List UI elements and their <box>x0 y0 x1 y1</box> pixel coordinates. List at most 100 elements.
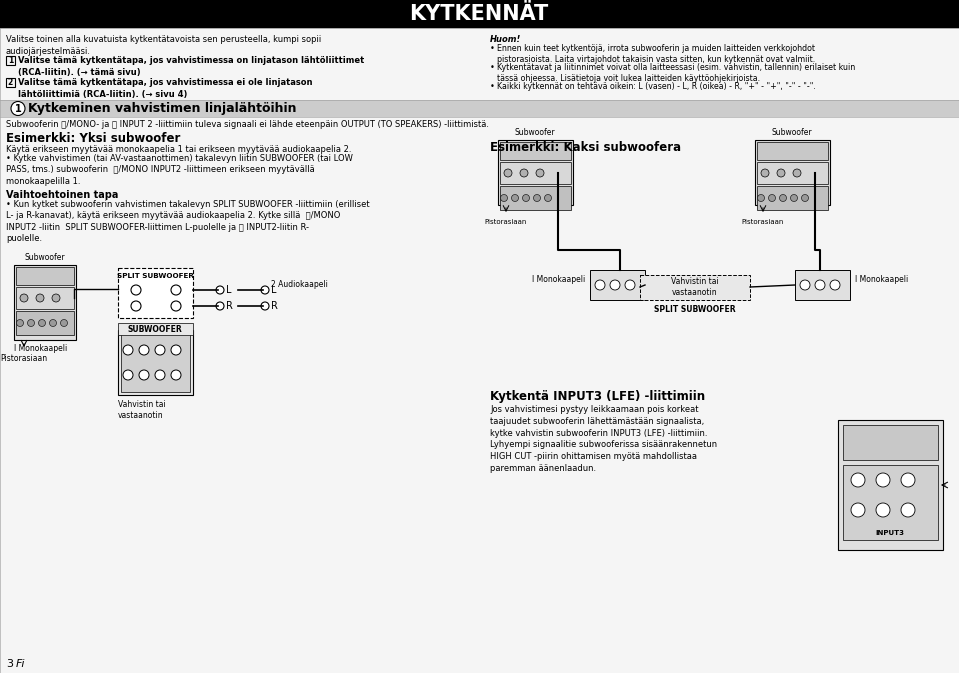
Text: Subwooferin Ⓛ/MONO- ja Ⓡ INPUT 2 -liittimiin tuleva signaali ei lähde eteenpäin : Subwooferin Ⓛ/MONO- ja Ⓡ INPUT 2 -liitti… <box>6 120 489 129</box>
Bar <box>843 465 938 540</box>
Text: L: L <box>271 285 276 295</box>
Circle shape <box>802 194 808 201</box>
Circle shape <box>155 370 165 380</box>
Text: Valitse toinen alla kuvatuista kytkentätavoista sen perusteella, kumpi sopii
aud: Valitse toinen alla kuvatuista kytkentät… <box>6 35 321 56</box>
Circle shape <box>610 280 620 290</box>
Text: 1: 1 <box>14 104 21 114</box>
Circle shape <box>131 285 141 295</box>
Circle shape <box>52 294 60 302</box>
Text: Subwoofer: Subwoofer <box>772 128 812 137</box>
Text: Fi: Fi <box>16 659 26 669</box>
Bar <box>16 311 74 335</box>
Circle shape <box>790 194 798 201</box>
Bar <box>640 275 750 300</box>
Circle shape <box>171 370 181 380</box>
Circle shape <box>504 169 512 177</box>
Circle shape <box>50 320 57 326</box>
Text: •: • <box>490 63 495 72</box>
Circle shape <box>139 345 149 355</box>
Circle shape <box>901 503 915 517</box>
Bar <box>795 270 850 300</box>
Circle shape <box>536 169 544 177</box>
Bar <box>118 330 193 395</box>
Text: R: R <box>226 301 233 311</box>
Text: 2 Audiokaapeli: 2 Audiokaapeli <box>271 280 328 289</box>
Bar <box>6 56 15 65</box>
Circle shape <box>793 169 801 177</box>
Text: 2: 2 <box>8 78 13 87</box>
Text: Valitse tämä kytkentätapa, jos vahvistimessa ei ole linjatason
lähtöliittimiä (R: Valitse tämä kytkentätapa, jos vahvistim… <box>18 78 313 99</box>
Bar <box>498 140 573 205</box>
Text: Ennen kuin teet kytkentöjä, irrota subwooferin ja muiden laitteiden verkkojohdot: Ennen kuin teet kytkentöjä, irrota subwo… <box>497 44 815 65</box>
Circle shape <box>171 301 181 311</box>
Text: 1: 1 <box>8 56 13 65</box>
Text: SPLIT SUBWOOFER: SPLIT SUBWOOFER <box>117 273 194 279</box>
Text: SPLIT SUBWOOFER: SPLIT SUBWOOFER <box>654 305 736 314</box>
Text: Pistorasiaan: Pistorasiaan <box>742 219 784 225</box>
Text: l Monokaapeli: l Monokaapeli <box>531 275 585 284</box>
Text: Kaikki kytkennät on tehtävä oikein: L (vasen) - L, R (oikea) - R, "+" - "+", "-": Kaikki kytkennät on tehtävä oikein: L (v… <box>497 82 816 91</box>
Circle shape <box>123 345 133 355</box>
Circle shape <box>38 320 45 326</box>
Bar <box>590 270 645 300</box>
Text: •: • <box>490 44 495 53</box>
Circle shape <box>16 320 24 326</box>
Bar <box>500 142 571 160</box>
Text: 3: 3 <box>6 659 13 669</box>
Text: Esimerkki: Kaksi subwoofera: Esimerkki: Kaksi subwoofera <box>490 141 681 154</box>
Text: Vahvistin tai
vastaanotin: Vahvistin tai vastaanotin <box>118 400 166 420</box>
Text: Subwoofer: Subwoofer <box>515 128 555 137</box>
Text: Esimerkki: Yksi subwoofer: Esimerkki: Yksi subwoofer <box>6 132 180 145</box>
Circle shape <box>780 194 786 201</box>
Bar <box>118 268 193 318</box>
Circle shape <box>815 280 825 290</box>
Circle shape <box>171 285 181 295</box>
Circle shape <box>216 302 224 310</box>
Bar <box>843 425 938 460</box>
Bar <box>16 287 74 309</box>
Text: Kytkentä INPUT3 (LFE) -liittimiin: Kytkentä INPUT3 (LFE) -liittimiin <box>490 390 705 403</box>
Text: Valitse tämä kytkentätapa, jos vahvistimessa on linjatason lähtöliittimet
(RCA-l: Valitse tämä kytkentätapa, jos vahvistim… <box>18 56 364 77</box>
Text: Jos vahvistimesi pystyy leikkaamaan pois korkeat
taajuudet subwooferin lähettämä: Jos vahvistimesi pystyy leikkaamaan pois… <box>490 405 717 473</box>
Circle shape <box>758 194 764 201</box>
Circle shape <box>511 194 519 201</box>
Text: INPUT3: INPUT3 <box>876 530 904 536</box>
Bar <box>757 142 828 160</box>
Bar <box>16 267 74 285</box>
Circle shape <box>36 294 44 302</box>
Text: l Monokaapeli: l Monokaapeli <box>855 275 908 284</box>
Circle shape <box>216 286 224 294</box>
Text: KYTKENNÄT: KYTKENNÄT <box>409 4 549 24</box>
Circle shape <box>533 194 541 201</box>
Circle shape <box>545 194 551 201</box>
Text: Pistorasiaan: Pistorasiaan <box>485 219 527 225</box>
Text: R: R <box>271 301 278 311</box>
Circle shape <box>876 473 890 487</box>
Text: Vahvistin tai
vastaanotin: Vahvistin tai vastaanotin <box>671 277 719 297</box>
Circle shape <box>60 320 67 326</box>
Bar <box>0 100 959 117</box>
Text: Pistorasiaan: Pistorasiaan <box>0 354 48 363</box>
Circle shape <box>768 194 776 201</box>
Bar <box>500 162 571 184</box>
Text: Subwoofer: Subwoofer <box>25 253 65 262</box>
Circle shape <box>28 320 35 326</box>
Circle shape <box>155 345 165 355</box>
Text: •: • <box>490 82 495 91</box>
Circle shape <box>901 473 915 487</box>
Circle shape <box>800 280 810 290</box>
Text: SUBWOOFER: SUBWOOFER <box>128 324 182 334</box>
Bar <box>757 162 828 184</box>
Bar <box>838 420 943 550</box>
Circle shape <box>139 370 149 380</box>
Circle shape <box>761 169 769 177</box>
Bar <box>755 140 830 205</box>
Bar <box>500 186 571 210</box>
Circle shape <box>261 286 269 294</box>
Circle shape <box>851 503 865 517</box>
Text: Huom!: Huom! <box>490 35 522 44</box>
Circle shape <box>171 345 181 355</box>
Circle shape <box>131 301 141 311</box>
Circle shape <box>830 280 840 290</box>
Text: L: L <box>226 285 231 295</box>
